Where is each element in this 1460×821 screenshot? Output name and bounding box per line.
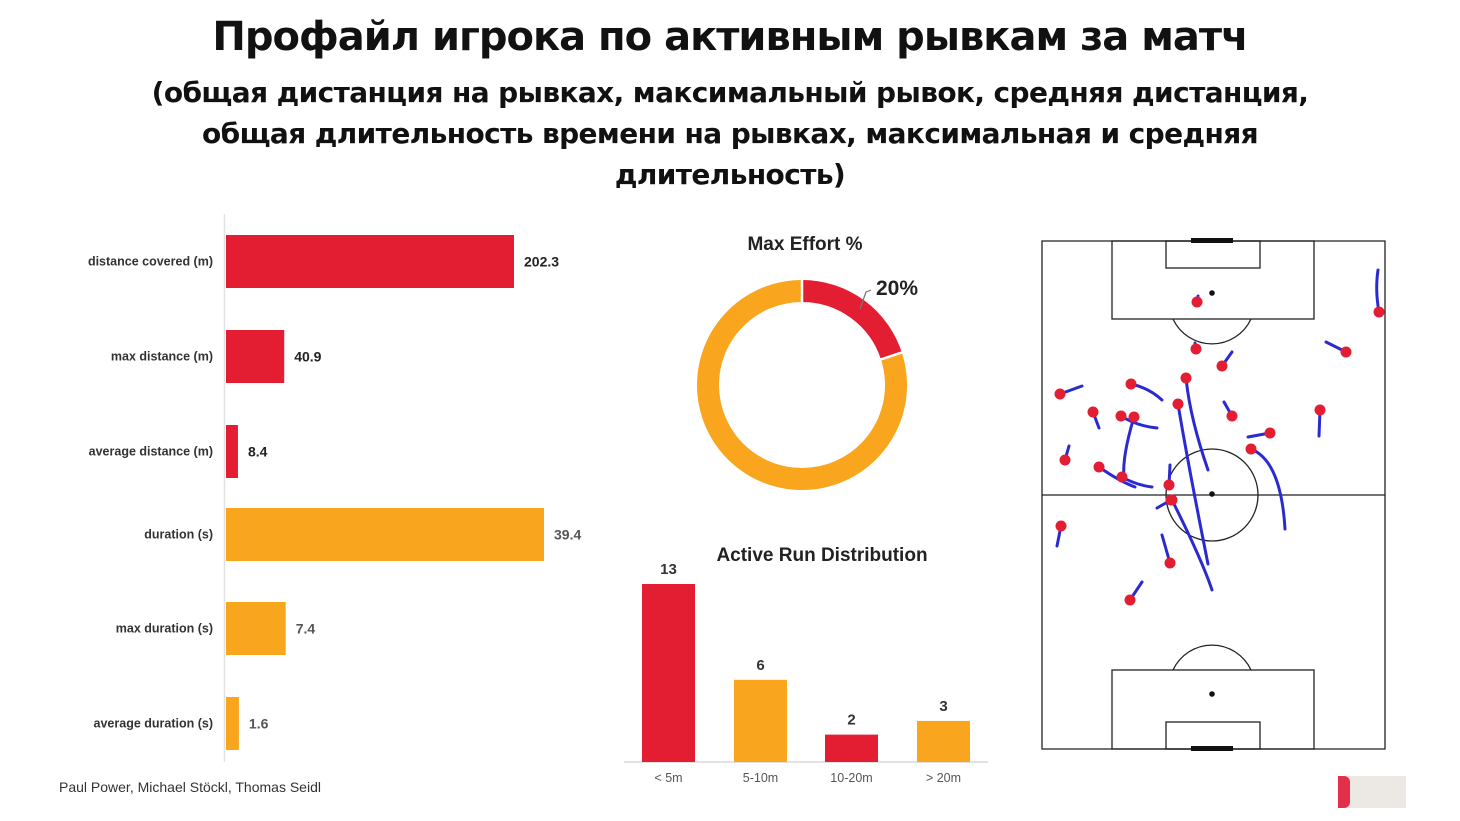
bottom-goal-box [1165, 721, 1261, 750]
run-start-dot [1128, 411, 1140, 423]
vbar-value-label: 3 [939, 698, 947, 715]
run-start-dot [1115, 410, 1127, 422]
run-start-dot [1340, 346, 1352, 358]
hbar-bar [226, 602, 286, 655]
run-start-dot [1093, 461, 1105, 473]
hbar-value-label: 40.9 [294, 349, 321, 365]
hbar-value-label: 8.4 [248, 444, 268, 460]
hbar-bar [226, 425, 238, 478]
vbar-title: Active Run Distribution [716, 545, 927, 566]
run-start-dot [1191, 296, 1203, 308]
run-metrics-bar-chart: distance covered (m) 202.3 max distance (m… [88, 214, 581, 762]
run-start-dot [1087, 406, 1099, 418]
bottom-penalty-arc [1172, 644, 1252, 671]
donut-separator [879, 351, 904, 361]
top-penalty-spot [1209, 290, 1215, 296]
hbar-bar [226, 330, 285, 383]
vbar-bar [825, 734, 878, 762]
run-trail [1249, 447, 1287, 531]
run-start-dot [1373, 306, 1385, 318]
vbar-category-label: 5-10m [743, 771, 778, 785]
run-trail [1122, 415, 1136, 479]
donut-title: Max Effort % [747, 234, 862, 255]
run-trail [1184, 376, 1210, 472]
author-credit: Paul Power, Michael Stöckl, Thomas Seidl [59, 779, 321, 795]
run-start-dot [1055, 520, 1067, 532]
hbar-category-label: max distance (m) [111, 350, 213, 364]
bottom-goal [1191, 746, 1233, 751]
hbar-bar [226, 235, 514, 288]
run-start-dot [1245, 443, 1257, 455]
run-start-dot [1264, 427, 1276, 439]
top-penalty-box [1111, 240, 1315, 320]
run-trail [1176, 402, 1210, 566]
slide-subtitle: (общая дистанция на рывках, максимальный… [151, 76, 1309, 191]
top-goal [1191, 238, 1233, 243]
run-trail [1375, 268, 1381, 314]
corner-thumbnail [1338, 776, 1406, 808]
hbar-category-label: distance covered (m) [88, 255, 213, 269]
run-start-dot [1226, 410, 1238, 422]
run-start-dot [1180, 372, 1192, 384]
run-start-dot [1172, 398, 1184, 410]
bottom-penalty-box [1111, 669, 1315, 750]
top-penalty-arc [1172, 318, 1252, 345]
pitch-lower-outline [1041, 588, 1386, 750]
hbar-bar [226, 508, 544, 561]
hbar-category-label: duration (s) [144, 528, 213, 542]
football-pitch-runs [1041, 238, 1386, 751]
run-start-dot [1314, 404, 1326, 416]
max-effort-donut-chart: Max Effort % 20% [697, 234, 918, 490]
donut-slice [697, 280, 907, 490]
donut-label-leader [859, 289, 872, 310]
run-start-dot [1116, 471, 1128, 483]
vbar-bar [917, 720, 970, 762]
run-start-dot [1124, 594, 1136, 606]
bottom-penalty-spot [1209, 691, 1215, 697]
vbar-bar [734, 679, 787, 762]
hbar-value-label: 202.3 [524, 254, 559, 270]
hbar-value-label: 1.6 [249, 716, 269, 732]
run-start-dot [1125, 378, 1137, 390]
vbar-category-label: > 20m [926, 771, 961, 785]
vbar-bar [642, 584, 695, 762]
hbar-bar [226, 697, 239, 750]
run-start-dot [1216, 360, 1228, 372]
center-circle [1165, 448, 1259, 542]
vbar-value-label: 6 [756, 657, 764, 674]
corner-stripe [1338, 776, 1350, 808]
run-start-dot [1164, 557, 1176, 569]
vbar-category-label: < 5m [654, 771, 682, 785]
vbar-category-label: 10-20m [830, 771, 872, 785]
vbar-value-label: 2 [847, 712, 855, 729]
run-start-dot [1190, 343, 1202, 355]
hbar-category-label: max duration (s) [116, 622, 213, 636]
top-goal-box [1165, 240, 1261, 269]
hbar-value-label: 39.4 [554, 527, 581, 543]
hbar-value-label: 7.4 [296, 621, 316, 637]
run-trail [1170, 498, 1214, 592]
run-start-dot [1165, 494, 1177, 506]
run-start-dot [1059, 454, 1071, 466]
run-start-dot [1054, 388, 1066, 400]
vbar-value-label: 13 [660, 561, 677, 578]
slide-title: Профайл игрока по активным рывкам за мат… [212, 14, 1248, 60]
run-trajectories [1054, 268, 1385, 606]
hbar-category-label: average duration (s) [94, 717, 213, 731]
donut-slice [801, 280, 902, 360]
active-run-distribution-chart: Active Run Distribution 13 < 5m 6 5-10m 2 10-… [624, 545, 988, 785]
hbar-category-label: average distance (m) [89, 445, 213, 459]
donut-value-label: 20% [876, 277, 918, 300]
center-spot [1209, 491, 1215, 497]
run-start-dot [1163, 479, 1175, 491]
